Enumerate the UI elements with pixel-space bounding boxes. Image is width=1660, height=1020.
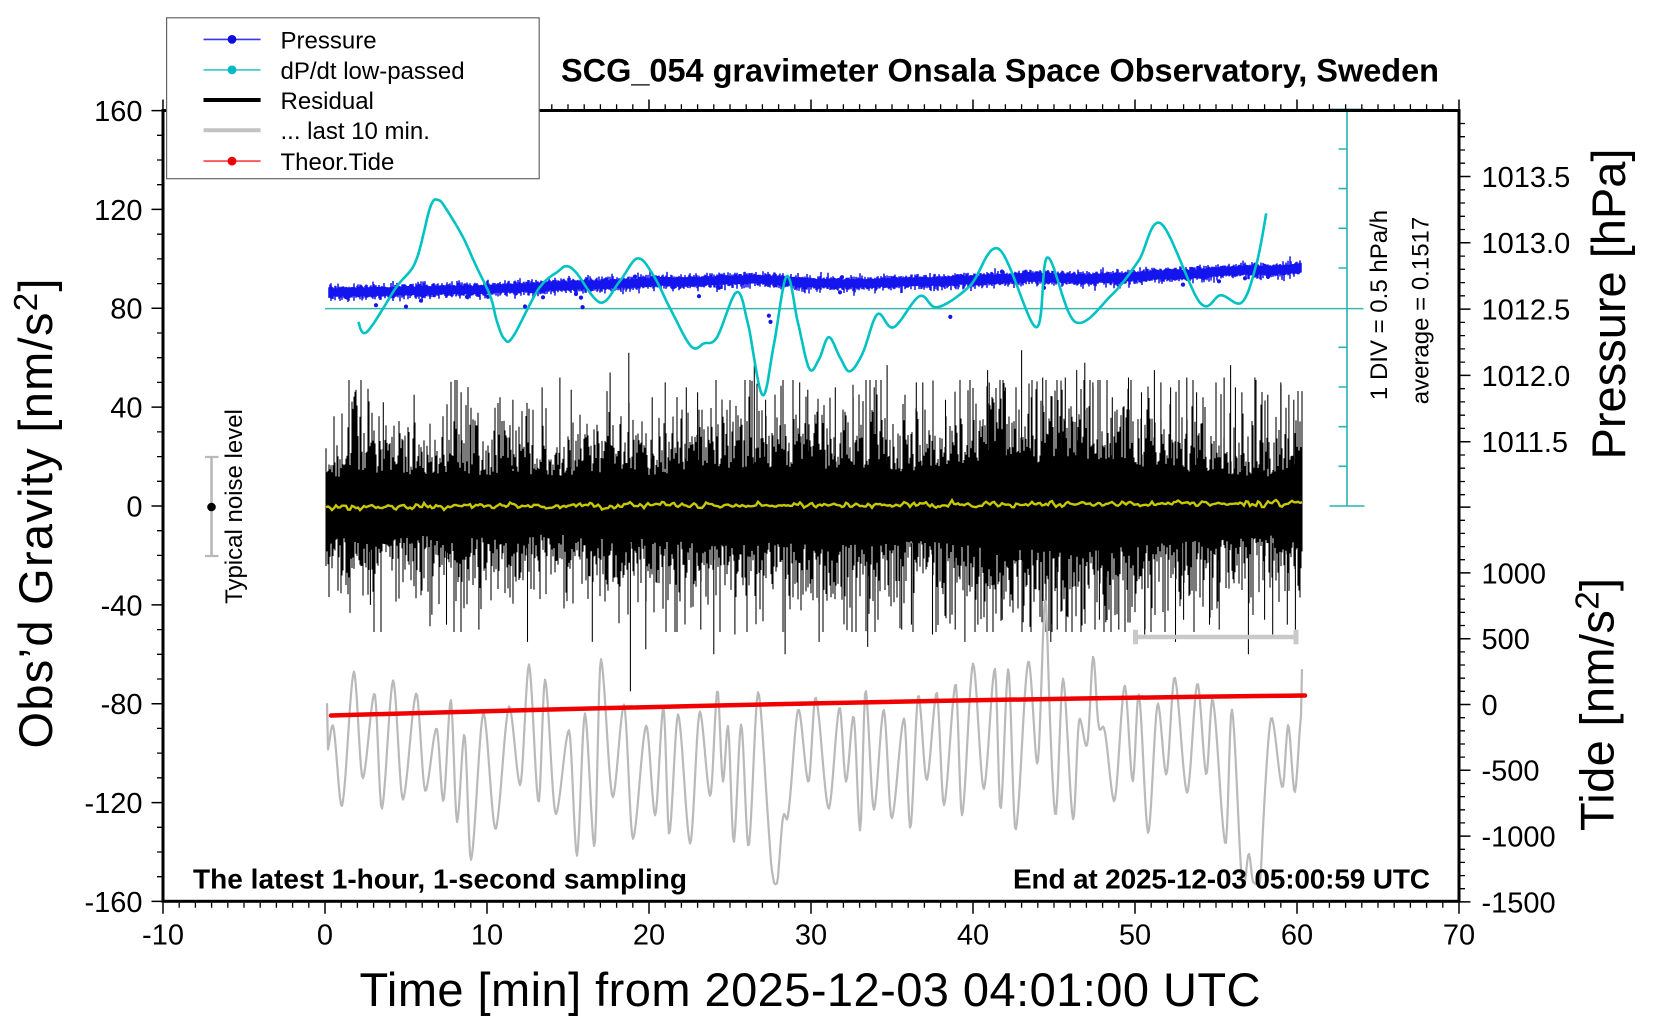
svg-text:-1500: -1500 bbox=[1482, 887, 1556, 919]
svg-text:Residual: Residual bbox=[281, 88, 374, 115]
svg-text:1011.5: 1011.5 bbox=[1482, 427, 1569, 459]
svg-text:Theor.Tide: Theor.Tide bbox=[281, 149, 395, 176]
svg-text:40: 40 bbox=[110, 393, 142, 425]
svg-text:-120: -120 bbox=[84, 788, 142, 820]
svg-text:dP/dt low-passed: dP/dt low-passed bbox=[281, 58, 465, 85]
svg-text:Obs’d Gravity [nm/s2]: Obs’d Gravity [nm/s2] bbox=[7, 279, 62, 749]
svg-text:1000: 1000 bbox=[1482, 558, 1547, 590]
svg-text:-40: -40 bbox=[101, 590, 143, 622]
svg-text:... last 10 min.: ... last 10 min. bbox=[281, 118, 430, 145]
svg-text:1012.0: 1012.0 bbox=[1482, 361, 1571, 393]
svg-text:1 DIV = 0.5 hPa/h: 1 DIV = 0.5 hPa/h bbox=[1366, 210, 1393, 400]
svg-text:500: 500 bbox=[1482, 624, 1530, 656]
svg-text:0: 0 bbox=[1482, 690, 1498, 722]
svg-text:The latest 1-hour, 1-second sa: The latest 1-hour, 1-second sampling bbox=[193, 863, 687, 894]
svg-text:70: 70 bbox=[1443, 920, 1475, 952]
svg-text:80: 80 bbox=[110, 294, 142, 326]
svg-text:120: 120 bbox=[94, 195, 142, 227]
svg-text:Pressure: Pressure bbox=[281, 27, 377, 54]
svg-text:Tide [nm/s2]: Tide [nm/s2] bbox=[1569, 578, 1624, 831]
svg-text:20: 20 bbox=[633, 920, 665, 952]
svg-text:-160: -160 bbox=[84, 887, 142, 919]
svg-text:Typical noise level: Typical noise level bbox=[221, 409, 248, 604]
svg-text:160: 160 bbox=[94, 96, 142, 128]
svg-text:End at 2025-12-03 05:00:59 UTC: End at 2025-12-03 05:00:59 UTC bbox=[1013, 863, 1430, 894]
svg-text:0: 0 bbox=[126, 491, 142, 523]
svg-text:Time [min] from 2025-12-03 04:: Time [min] from 2025-12-03 04:01:00 UTC bbox=[360, 963, 1261, 1016]
svg-text:1013.5: 1013.5 bbox=[1482, 162, 1571, 194]
svg-text:-500: -500 bbox=[1482, 756, 1540, 788]
svg-text:40: 40 bbox=[957, 920, 989, 952]
svg-text:-10: -10 bbox=[142, 920, 184, 952]
svg-text:60: 60 bbox=[1281, 920, 1313, 952]
svg-text:Pressure [hPa]: Pressure [hPa] bbox=[1582, 149, 1635, 460]
svg-text:average = 0.1517: average = 0.1517 bbox=[1408, 217, 1435, 405]
svg-text:1012.5: 1012.5 bbox=[1482, 295, 1571, 327]
svg-text:10: 10 bbox=[471, 920, 503, 952]
svg-text:50: 50 bbox=[1119, 920, 1151, 952]
svg-text:SCG_054 gravimeter Onsala Spac: SCG_054 gravimeter Onsala Space Observat… bbox=[561, 53, 1439, 89]
svg-text:0: 0 bbox=[317, 920, 333, 952]
svg-text:30: 30 bbox=[795, 920, 827, 952]
svg-text:-1000: -1000 bbox=[1482, 822, 1556, 854]
svg-text:1013.0: 1013.0 bbox=[1482, 228, 1571, 260]
svg-text:-80: -80 bbox=[101, 689, 143, 721]
